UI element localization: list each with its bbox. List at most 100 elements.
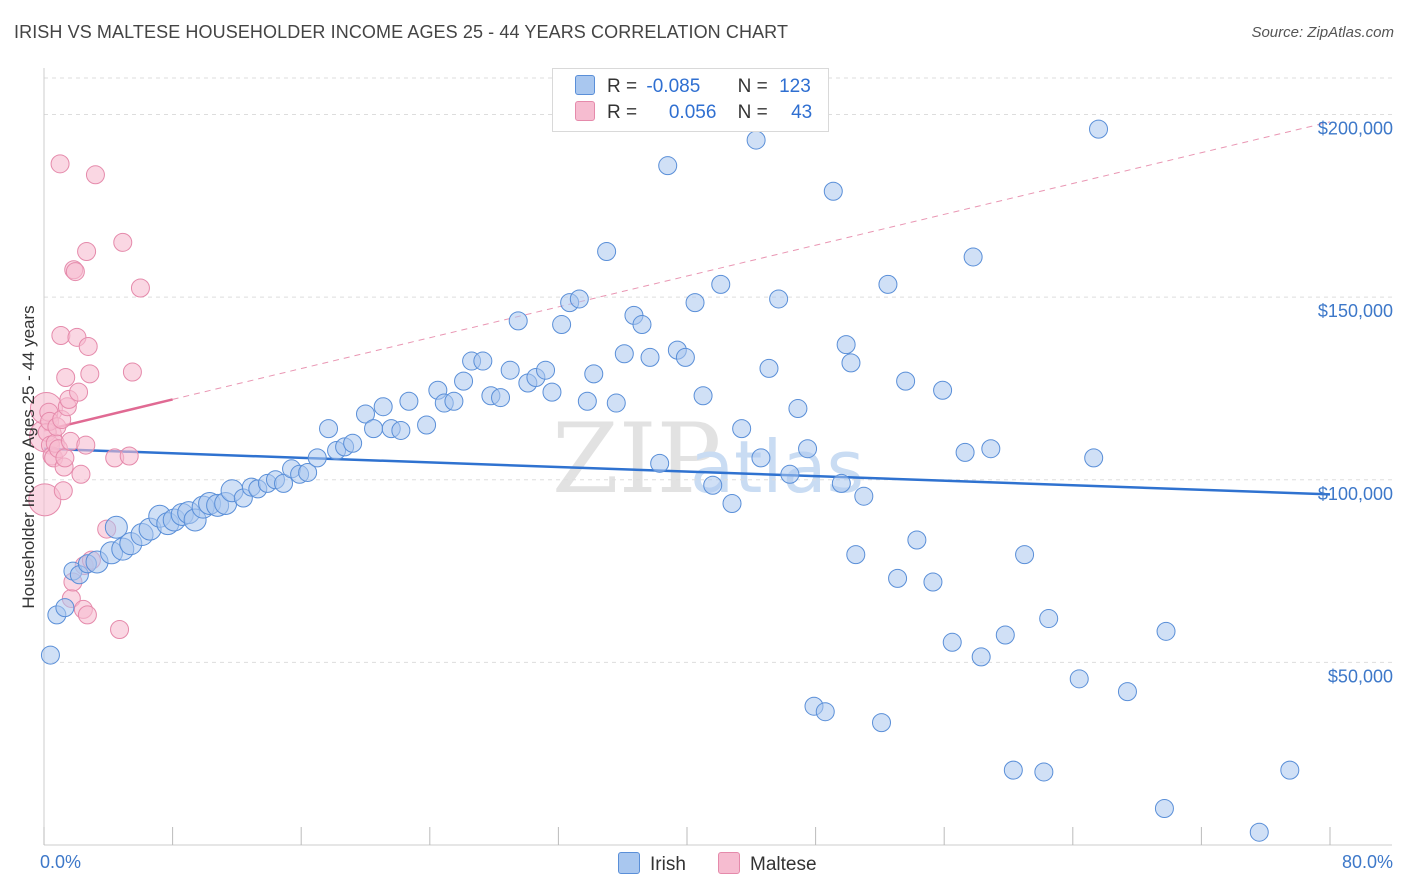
irish-point [1084, 448, 1104, 468]
irish-point [569, 289, 589, 309]
irish-point [614, 344, 634, 364]
irish-point [963, 247, 983, 267]
irish-point [55, 598, 75, 618]
watermark: ZIP atlas [552, 403, 864, 515]
irish-point [675, 347, 695, 367]
irish-point [923, 572, 943, 592]
irish-point [732, 419, 752, 439]
irish-point [1003, 760, 1023, 780]
maltese-point [56, 367, 76, 387]
irish-point [577, 391, 597, 411]
y-tick-label: $150,000 [1318, 301, 1393, 321]
irish-point [1015, 545, 1035, 565]
irish-point [1249, 822, 1269, 842]
maltese-point [80, 364, 100, 384]
irish-point [391, 420, 411, 440]
legend-n-label: N = [737, 102, 768, 123]
watermark-zip: ZIP [552, 403, 721, 515]
irish-point [933, 380, 953, 400]
irish-point [751, 448, 771, 468]
irish-point [1069, 669, 1089, 689]
x-tick-label-min: 0.0% [40, 852, 81, 872]
irish-point [1117, 682, 1137, 702]
irish-point [444, 391, 464, 411]
irish-point [343, 433, 363, 453]
maltese-point [50, 154, 70, 174]
irish-point [878, 274, 898, 294]
irish-point [823, 181, 843, 201]
maltese-point [76, 435, 96, 455]
irish-point [658, 156, 678, 176]
irish-point [473, 351, 493, 371]
maltese-point [113, 232, 133, 252]
irish-point [399, 391, 419, 411]
maltese-legend-label: Maltese [750, 854, 817, 875]
legend-row-maltese: R = 0.056 N = 43 [575, 101, 812, 125]
maltese-point [77, 605, 97, 625]
y-axis-title: Householder Income Ages 25 - 44 years [19, 305, 38, 608]
irish-point [508, 311, 528, 331]
legend-r-label: R = [607, 102, 638, 123]
irish-point [373, 397, 393, 417]
irish-point [798, 439, 818, 459]
legend-n-label: N = [737, 76, 768, 97]
irish-point [703, 475, 723, 495]
maltese-n-value: 43 [791, 102, 813, 123]
irish-point [780, 464, 800, 484]
irish-legend-icon [618, 852, 640, 874]
irish-point [846, 545, 866, 565]
maltese-point [69, 382, 89, 402]
irish-point [542, 382, 562, 402]
maltese-point [71, 464, 91, 484]
chart-title: IRISH VS MALTESE HOUSEHOLDER INCOME AGES… [14, 22, 789, 42]
irish-point [1039, 609, 1059, 629]
irish-point [584, 364, 604, 384]
maltese-swatch-icon [575, 101, 595, 121]
irish-point [907, 530, 927, 550]
irish-point [417, 415, 437, 435]
irish-point [981, 439, 1001, 459]
irish-point [1034, 762, 1054, 782]
irish-point [298, 462, 318, 482]
y-tick-label: $100,000 [1318, 484, 1393, 504]
irish-point [815, 702, 835, 722]
irish-points [40, 119, 1300, 842]
irish-point [722, 494, 742, 514]
maltese-r-value: 0.056 [668, 102, 717, 123]
irish-point [650, 453, 670, 473]
irish-point [854, 486, 874, 506]
irish-point [831, 473, 851, 493]
watermark-atlas: atlas [690, 425, 864, 509]
irish-r-value: -0.085 [646, 76, 701, 97]
maltese-point [65, 262, 85, 282]
irish-point [896, 371, 916, 391]
irish-point [693, 386, 713, 406]
tick-labels: $50,000 $100,000 $150,000 $200,000 0.0% 80.0% [40, 119, 1393, 872]
irish-point [1156, 621, 1176, 641]
irish-point [942, 632, 962, 652]
irish-point [711, 274, 731, 294]
x-tick-label-max: 80.0% [1342, 852, 1393, 872]
maltese-point [85, 165, 105, 185]
maltese-point [110, 620, 130, 640]
maltese-legend-icon [718, 852, 740, 874]
y-tick-label: $200,000 [1318, 119, 1393, 139]
irish-point [888, 568, 908, 588]
maltese-point [122, 362, 142, 382]
maltese-point [55, 448, 75, 468]
irish-point [759, 358, 779, 378]
irish-point [769, 289, 789, 309]
maltese-point [53, 481, 73, 501]
irish-point [788, 399, 808, 419]
irish-point [319, 419, 339, 439]
grid-lines [44, 77, 1392, 663]
irish-point [640, 347, 660, 367]
bottom-legend-maltese[interactable]: Maltese [718, 852, 817, 876]
bottom-legend-irish[interactable]: Irish [618, 852, 686, 876]
irish-point [872, 713, 892, 733]
irish-point [1280, 760, 1300, 780]
irish-n-value: 123 [779, 76, 811, 97]
irish-point [491, 388, 511, 408]
irish-point [274, 473, 294, 493]
